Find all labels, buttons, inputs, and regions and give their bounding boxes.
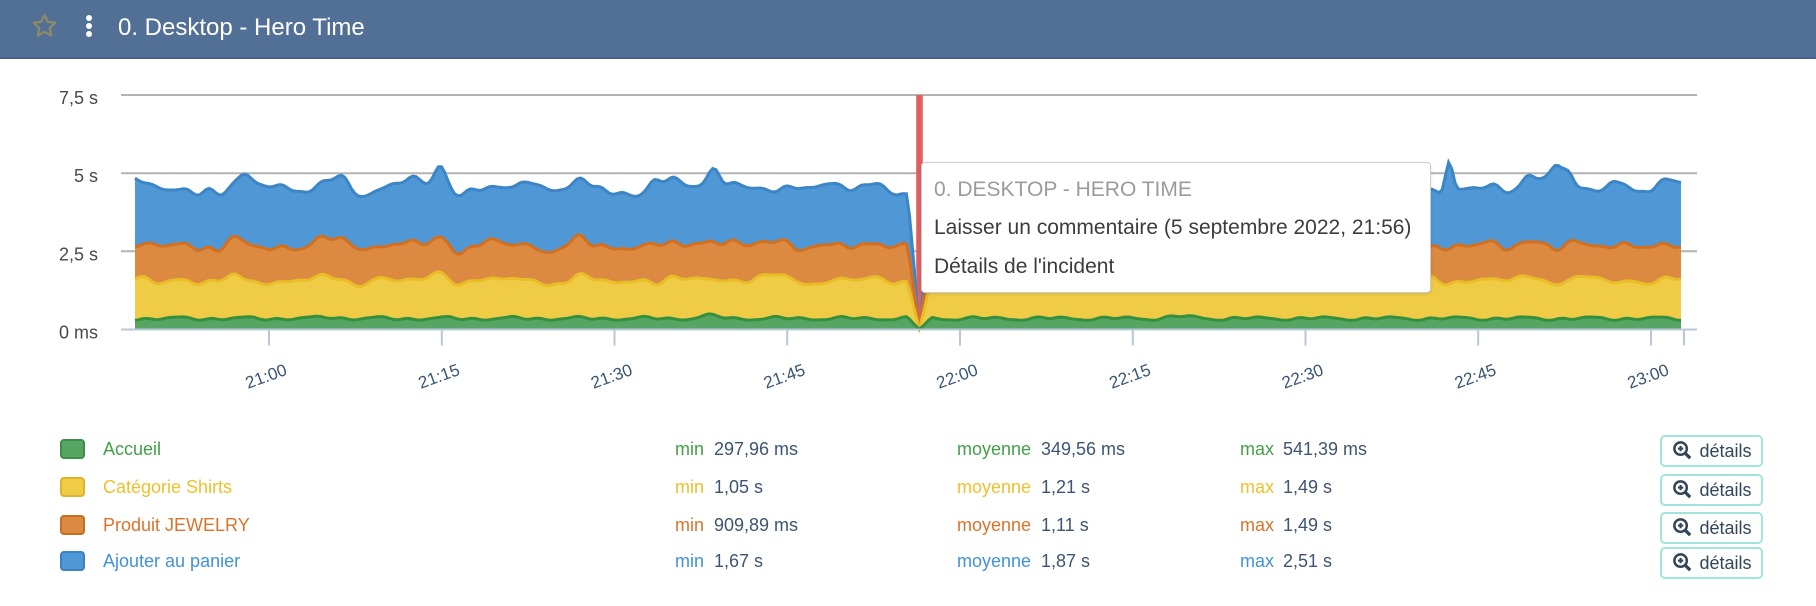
svg-text:2,5 s: 2,5 s xyxy=(59,244,98,264)
svg-text:21:45: 21:45 xyxy=(761,360,807,392)
svg-text:21:15: 21:15 xyxy=(416,360,462,392)
svg-text:5 s: 5 s xyxy=(74,166,98,186)
svg-text:22:30: 22:30 xyxy=(1279,360,1325,392)
svg-text:22:15: 22:15 xyxy=(1107,360,1153,392)
svg-text:21:30: 21:30 xyxy=(588,360,634,392)
svg-text:22:45: 22:45 xyxy=(1452,360,1498,392)
svg-text:23:00: 23:00 xyxy=(1625,360,1671,392)
svg-text:21:00: 21:00 xyxy=(243,360,289,392)
svg-text:0 ms: 0 ms xyxy=(59,323,98,343)
svg-text:22:00: 22:00 xyxy=(934,360,980,392)
svg-text:7,5 s: 7,5 s xyxy=(59,88,98,108)
